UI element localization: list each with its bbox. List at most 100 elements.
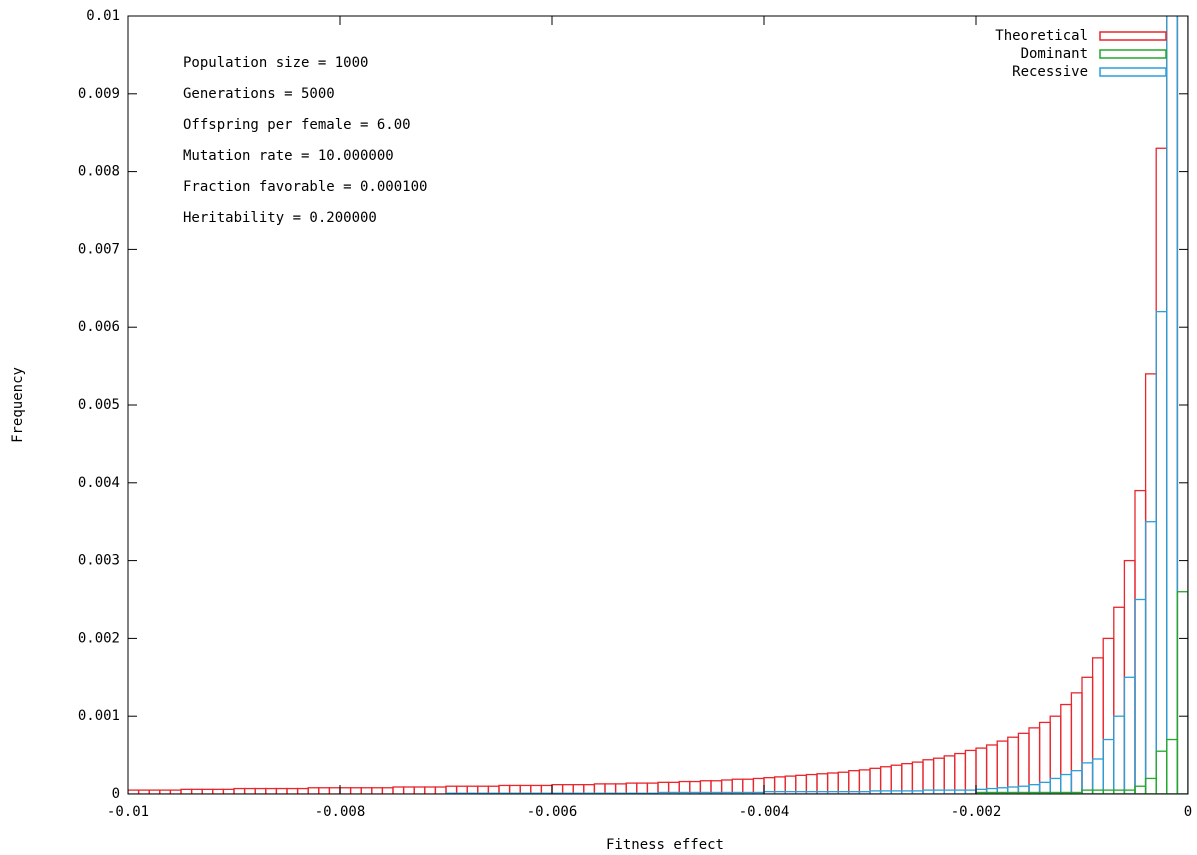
histogram-bar — [731, 778, 744, 794]
histogram-bar — [625, 782, 638, 794]
histogram-bar — [1144, 777, 1157, 794]
histogram-bar — [837, 771, 850, 794]
histogram-bar — [159, 789, 172, 794]
x-tick-label: -0.008 — [315, 804, 366, 820]
histogram-bar — [1091, 789, 1104, 794]
x-tick-label: -0.01 — [107, 804, 149, 820]
histogram-bar — [604, 783, 617, 794]
histogram-bar — [911, 761, 924, 794]
histogram-bar — [275, 787, 288, 794]
histogram-bar — [636, 782, 649, 794]
histogram-bar — [180, 788, 193, 794]
histogram-bar — [1144, 521, 1157, 794]
y-tick-label: 0.006 — [78, 319, 120, 335]
annotation: Heritability = 0.200000 — [183, 210, 377, 226]
histogram-bar — [901, 763, 914, 794]
histogram-bar — [371, 787, 384, 794]
histogram-bar — [1049, 715, 1062, 794]
histogram-bar — [954, 752, 967, 794]
histogram-bar — [1155, 750, 1168, 794]
histogram-bar — [1049, 777, 1062, 794]
x-tick-label: -0.002 — [951, 804, 1002, 820]
histogram-bar — [752, 777, 765, 794]
histogram-bar — [1070, 692, 1083, 794]
histogram-bar — [360, 787, 373, 794]
annotation: Offspring per female = 6.00 — [183, 117, 411, 133]
histogram-bar — [1017, 732, 1030, 794]
histogram-bar — [858, 769, 871, 794]
histogram-bar — [1166, 16, 1179, 794]
histogram-bar — [222, 788, 235, 794]
histogram-bar — [975, 747, 988, 794]
histogram-bar — [1060, 703, 1073, 794]
histogram-bar — [265, 787, 278, 794]
histogram-bar — [286, 787, 299, 794]
histogram-bar — [233, 787, 246, 794]
histogram-bar — [1123, 676, 1136, 794]
histogram-bar — [402, 786, 415, 794]
histogram-bar — [932, 789, 945, 794]
histogram-bar — [816, 773, 829, 794]
histogram-bar — [296, 787, 309, 794]
histogram-bar — [381, 787, 394, 794]
legend-label: Dominant — [1021, 46, 1088, 62]
y-tick-label: 0.003 — [78, 553, 120, 569]
histogram-bar — [1176, 16, 1188, 794]
y-tick-label: 0.007 — [78, 241, 120, 257]
histogram-bar — [1176, 16, 1188, 794]
histogram-bar — [307, 787, 320, 794]
histogram-bar — [1007, 736, 1020, 794]
legend-label: Recessive — [1012, 64, 1088, 80]
histogram-bar — [1091, 657, 1104, 794]
histogram-bar — [1038, 721, 1051, 794]
histogram-bar — [943, 789, 956, 794]
histogram-bar — [349, 787, 362, 794]
y-tick-label: 0.004 — [78, 475, 120, 491]
histogram-bar — [975, 788, 988, 794]
histogram-bar — [996, 740, 1009, 794]
histogram-bar — [1134, 489, 1147, 794]
y-axis-label: Frequency — [10, 367, 26, 443]
histogram-bar — [318, 787, 331, 794]
histogram-bar — [964, 749, 977, 794]
histogram-bar — [1091, 758, 1104, 794]
y-tick-label: 0.01 — [86, 8, 120, 24]
histogram-bar — [1102, 637, 1115, 794]
histogram-bar — [1081, 762, 1094, 794]
histogram-bar — [128, 789, 140, 794]
legend-swatch — [1099, 49, 1167, 59]
x-tick-label: 0 — [1184, 804, 1192, 820]
histogram-bar — [1113, 715, 1126, 794]
y-tick-label: 0.009 — [78, 86, 120, 102]
annotation: Generations = 5000 — [183, 86, 335, 102]
legend-label: Theoretical — [995, 28, 1088, 44]
histogram-bar — [985, 787, 998, 794]
histogram-bar — [434, 786, 447, 794]
histogram-bar — [212, 788, 225, 794]
histogram-bar — [169, 789, 182, 794]
histogram-bar — [869, 767, 882, 794]
histogram-bar — [137, 789, 150, 794]
y-tick-label: 0 — [112, 786, 120, 802]
histogram-bar — [1113, 606, 1126, 794]
histogram-bar — [1060, 773, 1073, 794]
histogram-bar — [1070, 770, 1083, 794]
histogram-bar — [922, 759, 935, 794]
histogram-bar — [890, 764, 903, 794]
histogram-bar — [1102, 738, 1115, 794]
histogram-bar — [922, 789, 935, 794]
histogram-bar — [254, 787, 267, 794]
y-tick-label: 0.002 — [78, 630, 120, 646]
histogram-bar — [848, 770, 861, 794]
x-tick-label: -0.004 — [739, 804, 790, 820]
histogram-bar — [1081, 789, 1094, 794]
histogram-bar — [1123, 789, 1136, 794]
histogram-bar — [1166, 738, 1179, 794]
histogram-bar — [742, 778, 755, 794]
histogram-bar — [964, 789, 977, 794]
annotation: Fraction favorable = 0.000100 — [183, 179, 427, 195]
annotation: Mutation rate = 10.000000 — [183, 148, 394, 164]
histogram-bar — [1166, 16, 1179, 794]
histogram-bar — [1155, 147, 1168, 794]
